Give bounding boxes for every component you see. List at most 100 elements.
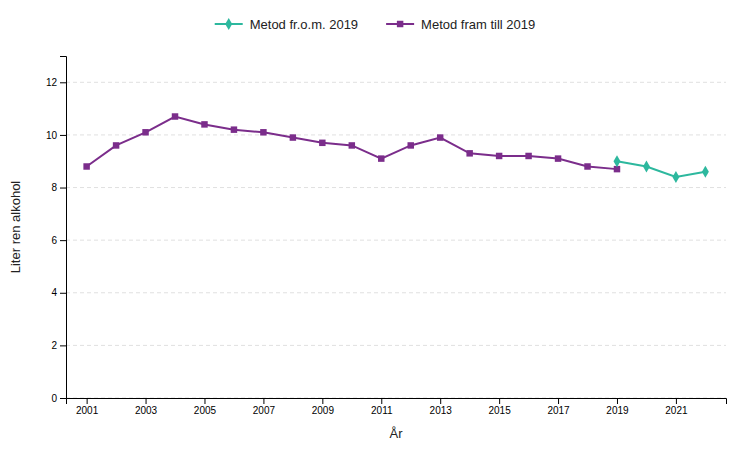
x-tick-mark bbox=[440, 398, 441, 404]
series-point bbox=[83, 163, 89, 169]
x-tick-label: 2009 bbox=[312, 405, 335, 416]
series-point bbox=[643, 160, 650, 172]
y-tick-mark bbox=[60, 345, 66, 346]
x-axis-line bbox=[67, 399, 727, 405]
series-line bbox=[617, 161, 705, 177]
x-tick-label: 2017 bbox=[547, 405, 570, 416]
x-tick: 2007 bbox=[253, 398, 276, 416]
x-tick-mark bbox=[558, 398, 559, 404]
x-tick: 2013 bbox=[430, 398, 453, 416]
grid-line bbox=[66, 82, 726, 83]
x-tick: 2021 bbox=[665, 398, 688, 416]
series-point bbox=[349, 142, 355, 148]
series-point bbox=[525, 153, 531, 159]
legend-item: Metod fram till 2019 bbox=[386, 17, 535, 32]
y-axis-line bbox=[60, 57, 67, 399]
plot-area bbox=[83, 113, 708, 183]
grid-line bbox=[66, 345, 726, 346]
x-tick-mark bbox=[499, 398, 500, 404]
series bbox=[614, 155, 709, 183]
y-tick: 0 bbox=[51, 393, 66, 404]
x-tick-mark bbox=[381, 398, 382, 404]
series-point bbox=[672, 171, 679, 183]
series-point bbox=[172, 113, 178, 119]
series-point bbox=[290, 134, 296, 140]
y-tick-mark bbox=[60, 135, 66, 136]
x-tick-mark bbox=[146, 398, 147, 404]
y-tick: 2 bbox=[51, 340, 66, 351]
grid-line bbox=[66, 134, 726, 135]
legend-label: Metod fr.o.m. 2019 bbox=[250, 17, 358, 32]
series-point bbox=[113, 142, 119, 148]
series-point bbox=[231, 126, 237, 132]
grid bbox=[66, 82, 726, 398]
x-axis: 2001 2003 2005 2007 2009 2011 2013 2015 2017 2019… bbox=[67, 398, 727, 416]
y-tick-mark bbox=[60, 293, 66, 294]
x-tick-mark bbox=[204, 398, 205, 404]
y-tick: 10 bbox=[46, 130, 66, 141]
x-tick-mark bbox=[617, 398, 618, 404]
x-tick-label: 2005 bbox=[194, 405, 217, 416]
series-point bbox=[407, 142, 413, 148]
series-point bbox=[702, 166, 709, 178]
x-axis-title: År bbox=[390, 426, 404, 441]
y-tick-label: 2 bbox=[51, 340, 57, 351]
legend: Metod fr.o.m. 2019 Metod fram till 2019 bbox=[215, 17, 536, 32]
y-tick-mark bbox=[60, 188, 66, 189]
y-tick: 6 bbox=[51, 235, 66, 246]
x-tick: 2003 bbox=[135, 398, 158, 416]
x-tick: 2017 bbox=[547, 398, 570, 416]
x-tick: 2011 bbox=[371, 398, 393, 416]
x-tick-label: 2003 bbox=[135, 405, 158, 416]
series-point bbox=[614, 155, 621, 167]
series-point bbox=[319, 140, 325, 146]
series bbox=[83, 113, 620, 172]
legend-marker bbox=[225, 18, 232, 30]
series-point bbox=[555, 155, 561, 161]
y-tick-label: 12 bbox=[46, 77, 58, 88]
series-line bbox=[87, 117, 617, 170]
series-point bbox=[260, 129, 266, 135]
x-tick-mark bbox=[263, 398, 264, 404]
x-tick: 2015 bbox=[489, 398, 512, 416]
grid-line bbox=[66, 292, 726, 293]
x-tick-label: 2015 bbox=[489, 405, 512, 416]
y-tick-label: 10 bbox=[46, 130, 58, 141]
y-tick: 12 bbox=[46, 77, 66, 88]
x-tick-label: 2021 bbox=[665, 405, 688, 416]
y-tick-label: 8 bbox=[51, 182, 57, 193]
x-tick-label: 2001 bbox=[76, 405, 99, 416]
series-point bbox=[201, 121, 207, 127]
y-tick: 4 bbox=[51, 287, 66, 298]
y-tick-mark bbox=[60, 398, 66, 399]
x-tick-label: 2011 bbox=[371, 405, 393, 416]
series-point bbox=[584, 163, 590, 169]
x-tick-label: 2013 bbox=[430, 405, 453, 416]
x-tick: 2019 bbox=[606, 398, 629, 416]
legend-marker bbox=[397, 21, 403, 27]
x-tick: 2009 bbox=[312, 398, 335, 416]
y-tick-label: 0 bbox=[51, 393, 57, 404]
grid-line bbox=[66, 240, 726, 241]
legend-item: Metod fr.o.m. 2019 bbox=[215, 17, 358, 32]
x-tick: 2001 bbox=[76, 398, 99, 416]
chart: 2001 2003 2005 2007 2009 2011 2013 2015 2017 2019… bbox=[0, 0, 750, 450]
y-axis-title: Liter ren alkohol bbox=[8, 181, 23, 274]
x-tick-label: 2019 bbox=[606, 405, 629, 416]
grid-line bbox=[66, 187, 726, 188]
y-tick-label: 6 bbox=[51, 235, 57, 246]
x-tick-mark bbox=[676, 398, 677, 404]
series-point bbox=[437, 134, 443, 140]
legend-label: Metod fram till 2019 bbox=[421, 17, 535, 32]
x-tick: 2005 bbox=[194, 398, 217, 416]
y-tick: 8 bbox=[51, 182, 66, 193]
series-point bbox=[496, 153, 502, 159]
y-tick-label: 4 bbox=[51, 287, 57, 298]
series-point bbox=[466, 150, 472, 156]
y-tick-mark bbox=[60, 82, 66, 83]
y-axis: 0 2 4 6 8 10 12 bbox=[46, 57, 67, 404]
series-point bbox=[142, 129, 148, 135]
x-tick-mark bbox=[322, 398, 323, 404]
x-tick-label: 2007 bbox=[253, 405, 276, 416]
series-point bbox=[378, 155, 384, 161]
